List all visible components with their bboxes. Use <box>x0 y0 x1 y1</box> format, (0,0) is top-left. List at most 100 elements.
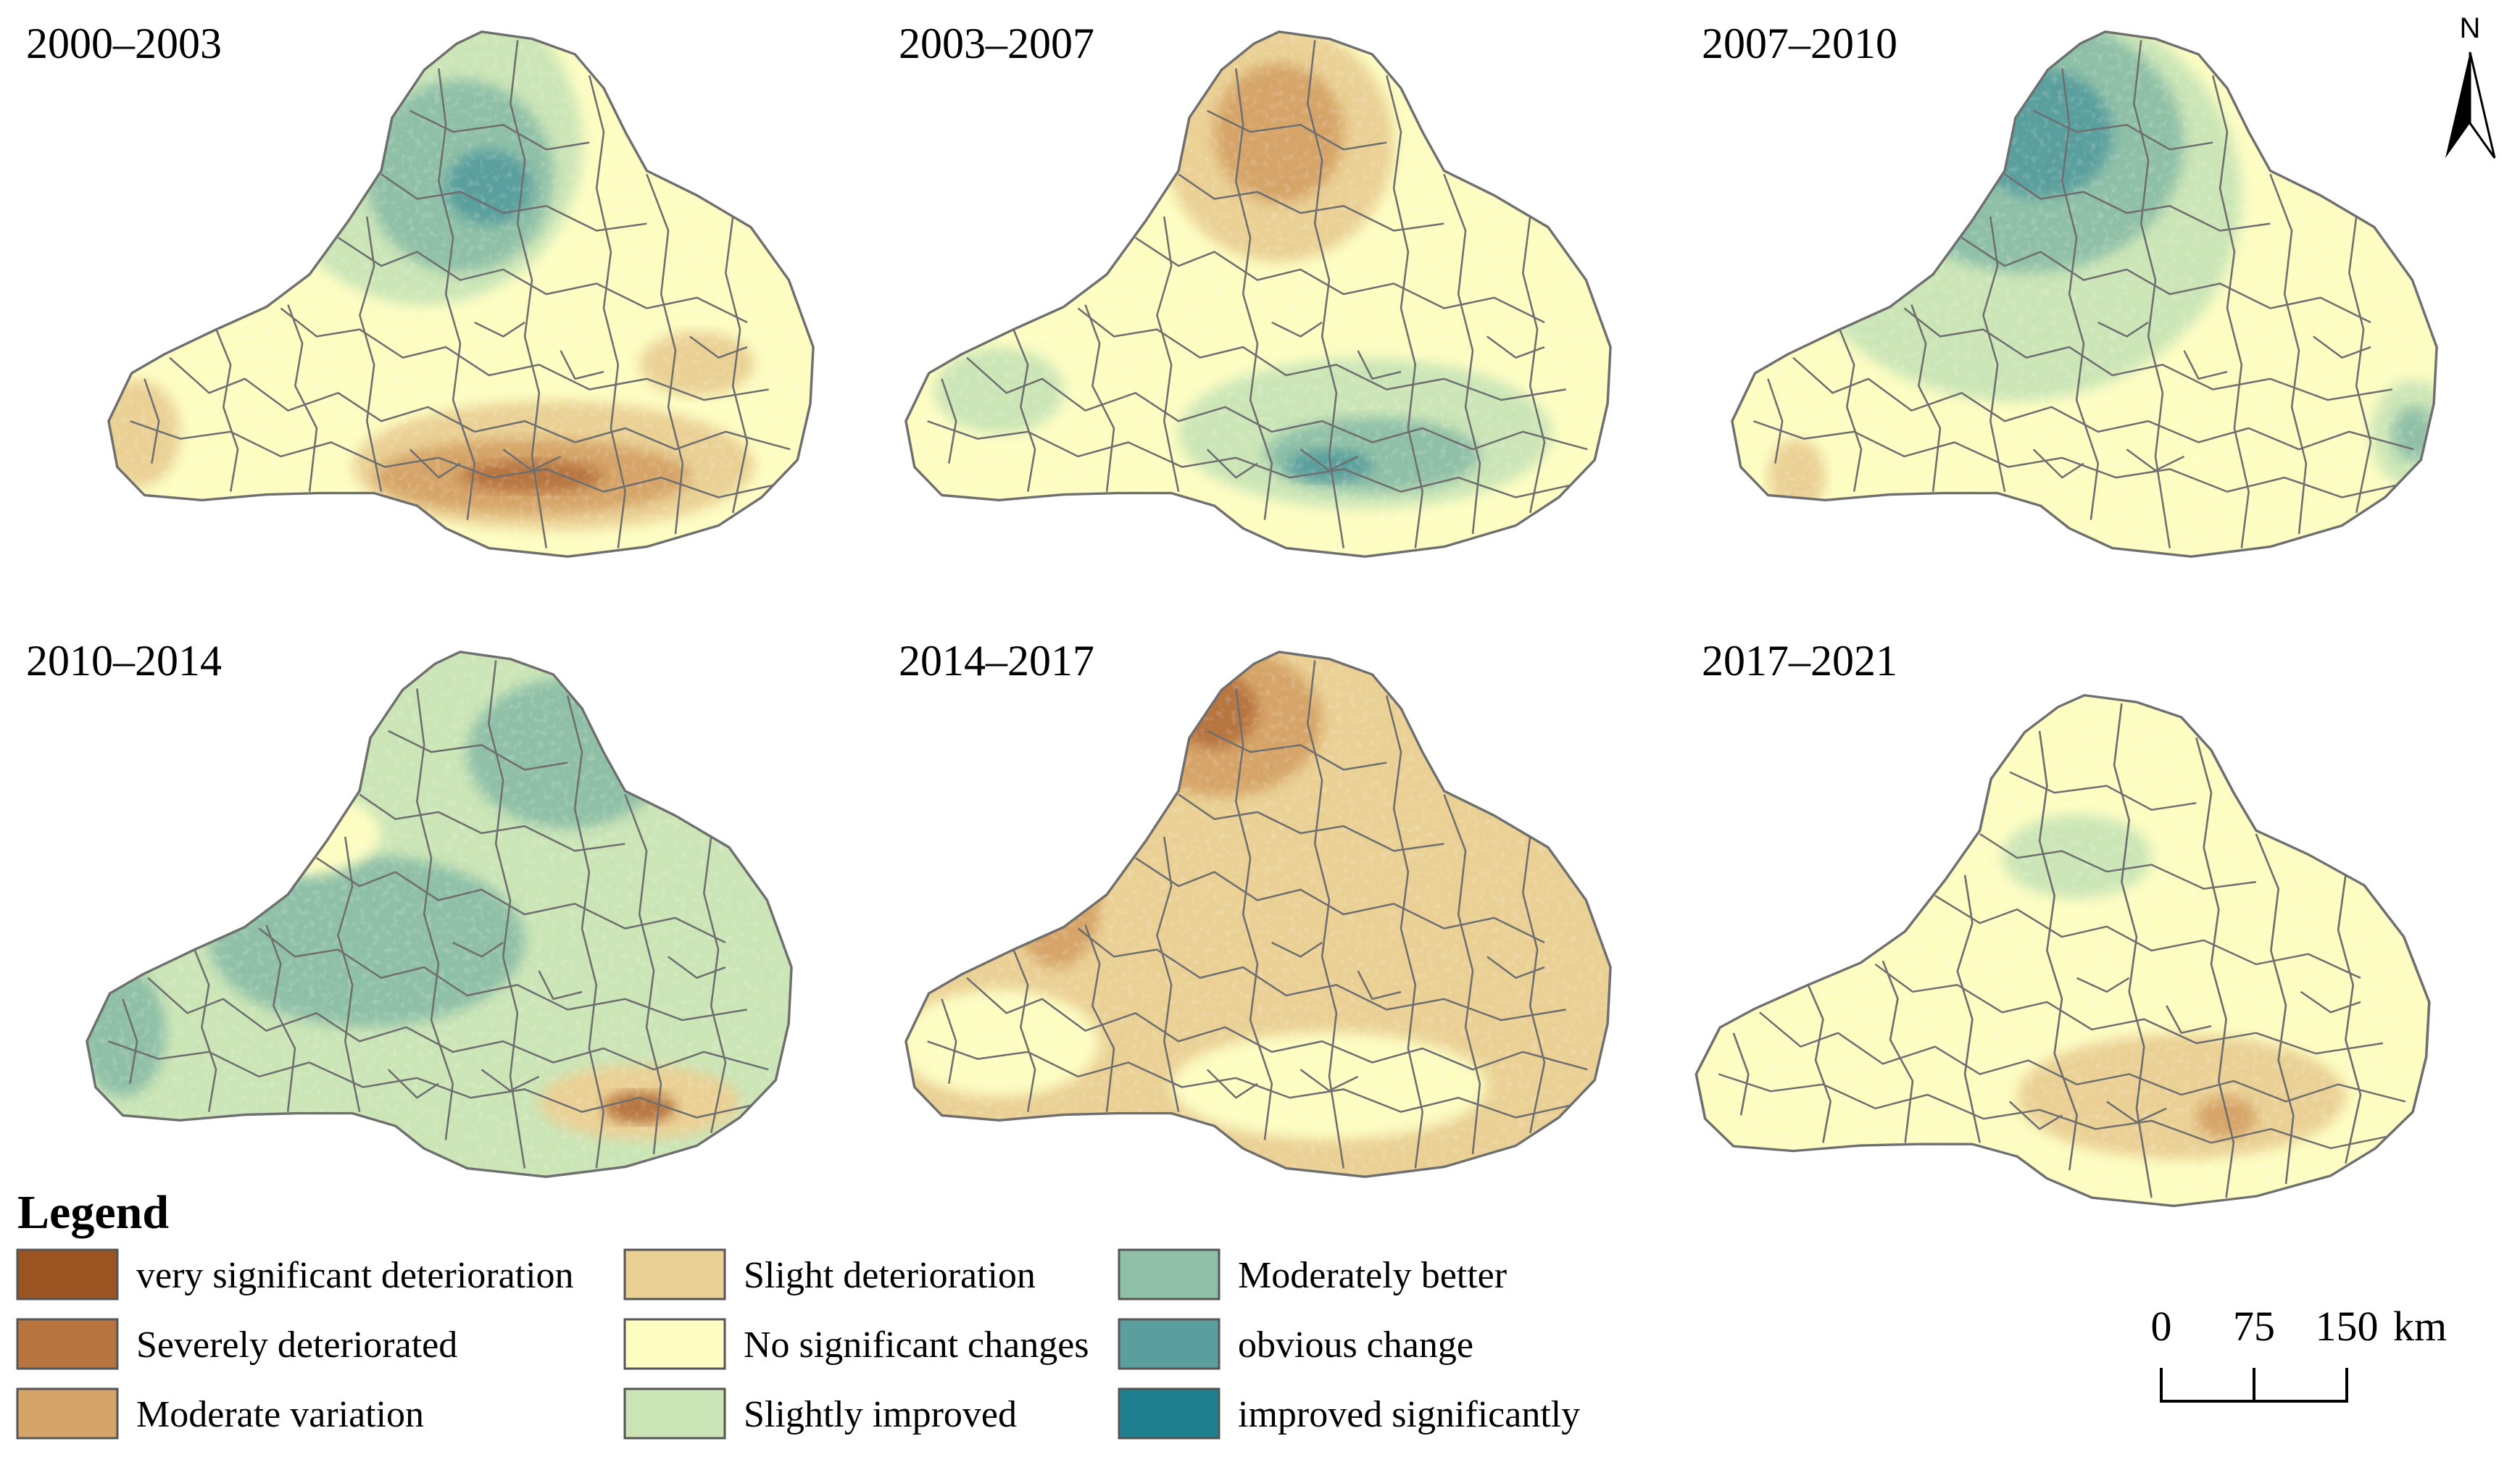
panel-title: 2014–2017 <box>899 637 1094 685</box>
legend-items: very significant deterioration Severely d… <box>16 1248 1580 1440</box>
panel-title: 2003–2007 <box>899 20 1094 67</box>
county-boundary <box>1084 924 1115 1112</box>
county-boundary <box>725 216 749 514</box>
county-boundary <box>2113 703 2153 1198</box>
legend-label: very significant deterioration <box>136 1255 574 1296</box>
legend-label: Moderate variation <box>136 1394 424 1435</box>
county-boundary <box>1522 836 1546 1134</box>
north-arrow: N <box>2445 12 2496 159</box>
map-panels: 2000–2003 2003–2007 2007–2010 2010–2014 2014… <box>26 20 2438 1208</box>
county-boundary <box>416 688 454 1140</box>
county-boundary <box>2061 68 2100 520</box>
legend-label: Slightly improved <box>744 1394 1017 1435</box>
legend-label: improved significantly <box>1238 1394 1580 1435</box>
pixel-texture <box>1731 31 2437 557</box>
legend-swatch <box>1118 1248 1221 1301</box>
county-boundary <box>122 998 138 1084</box>
county-boundary <box>1178 793 1444 852</box>
county-boundary <box>703 836 727 1134</box>
county-boundary <box>1206 335 1545 479</box>
county-boundary <box>280 307 769 401</box>
county-boundary <box>1934 895 2361 979</box>
county-boundary <box>1134 857 1545 944</box>
county-boundary <box>1012 329 1036 492</box>
county-boundary <box>1156 216 1180 492</box>
county-boundary <box>359 793 625 852</box>
legend-swatch <box>1118 1318 1221 1370</box>
county-boundary <box>1307 40 1345 548</box>
panel-title: 2007–2010 <box>1702 20 1897 67</box>
scale-unit: km <box>2393 1303 2447 1350</box>
county-boundaries <box>108 660 769 1169</box>
scale-bar-line <box>2160 1368 2348 1403</box>
pixel-texture <box>905 31 1611 557</box>
county-boundary <box>966 977 1588 1071</box>
county-boundary <box>2038 730 2078 1171</box>
legend-label: Severely deteriorated <box>136 1324 457 1366</box>
legend-swatch <box>623 1248 726 1301</box>
county-boundaries <box>1753 40 2414 548</box>
county-boundary <box>337 836 361 1112</box>
county-boundary <box>2133 40 2171 548</box>
study-area-map <box>1694 693 2431 1208</box>
county-boundary <box>2255 833 2295 1185</box>
county-boundary <box>1792 356 2414 451</box>
study-area-outline <box>1731 30 2438 558</box>
county-boundary <box>1012 949 1036 1112</box>
pixel-texture <box>108 31 814 557</box>
county-boundary <box>566 695 604 1169</box>
north-arrow-right-half <box>2469 51 2496 159</box>
county-boundaries <box>927 40 1588 548</box>
study-area-map <box>1731 30 2438 558</box>
county-boundary <box>1910 304 1942 492</box>
legend-label: No significant changes <box>744 1324 1089 1366</box>
map-panel: 2017–2021 <box>1694 637 2431 1208</box>
county-boundary <box>287 304 318 492</box>
county-boundary <box>1979 832 2256 890</box>
county-boundary <box>359 216 383 492</box>
legend-title: Legend <box>17 1186 169 1239</box>
map-panel: 2014–2017 <box>899 637 1612 1178</box>
county-boundary <box>2097 321 2228 472</box>
county-boundary <box>2004 173 2271 232</box>
county-boundary <box>588 75 626 548</box>
county-boundary <box>646 174 684 535</box>
county-boundary <box>409 335 748 479</box>
county-boundary <box>1758 1011 2406 1103</box>
county-boundary <box>2076 977 2212 1124</box>
county-boundary <box>1767 378 1784 464</box>
study-area-outline <box>107 30 815 558</box>
county-boundary <box>387 956 726 1099</box>
county-boundary <box>452 941 583 1092</box>
legend-swatch <box>623 1318 726 1370</box>
pixel-texture <box>905 651 1611 1177</box>
scale-tick-75: 75 <box>2233 1303 2275 1350</box>
pixel-texture <box>1696 695 2429 1206</box>
county-boundary <box>2033 109 2213 151</box>
county-boundary <box>927 420 1573 498</box>
county-boundary <box>1385 75 1423 548</box>
study-area-map <box>905 651 1612 1178</box>
legend-swatch <box>623 1387 726 1440</box>
county-boundary <box>1807 984 1832 1143</box>
county-boundary <box>1077 307 1566 401</box>
county-boundary <box>488 660 526 1169</box>
county-boundaries <box>927 660 1588 1169</box>
county-boundary <box>1307 660 1345 1169</box>
legend-swatch <box>16 1248 119 1301</box>
county-boundary <box>941 378 957 464</box>
county-boundary <box>1443 174 1481 535</box>
county-boundary <box>265 924 296 1112</box>
county-boundary <box>1207 730 1387 771</box>
study-area-map <box>107 30 815 558</box>
county-boundary <box>1134 237 1545 324</box>
county-boundary <box>144 378 160 464</box>
county-boundary <box>1522 216 1546 514</box>
legend-label: Moderately better <box>1238 1255 1507 1296</box>
county-boundary <box>1903 307 2392 401</box>
county-boundary <box>1753 420 2400 498</box>
map-panel: 2003–2007 <box>899 20 1612 558</box>
county-boundary <box>1235 688 1273 1140</box>
panel-title: 2017–2021 <box>1702 637 1897 685</box>
